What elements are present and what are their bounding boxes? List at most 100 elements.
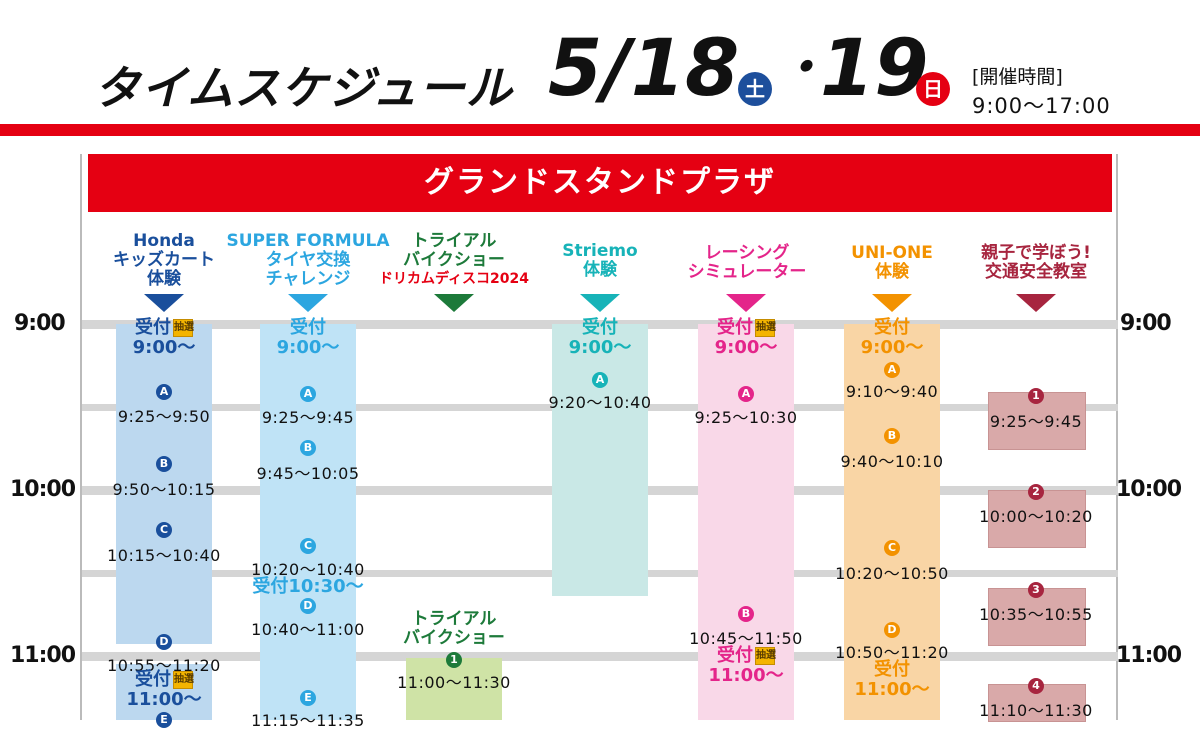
trial-session-bar [406, 658, 502, 720]
session-mark: B [300, 440, 316, 456]
honda-reception-2: 受付 抽選 11:00～ [104, 670, 224, 710]
trial-down-arrow-icon [434, 294, 474, 312]
honda-session-bar-2 [116, 664, 212, 720]
sf-reception: 受付 9:00～ [248, 318, 368, 358]
sf-header: SUPER FORMULA タイヤ交換 チャレンジ [218, 232, 398, 289]
striemo-title-2: 体験 [583, 260, 617, 280]
right-rule [1116, 154, 1118, 720]
session-mark: A [300, 386, 316, 402]
session-time: 9:50～10:15 [112, 480, 216, 499]
lottery-icon: 抽選 [173, 319, 194, 337]
unione-title-2: 体験 [875, 262, 909, 282]
session-mark: D [156, 634, 172, 650]
sunday-badge: 日 [916, 72, 950, 106]
trial-event-title-2: バイクショー [403, 628, 505, 648]
session-time: 9:25～10:30 [694, 408, 798, 427]
session-mark: B [156, 456, 172, 472]
session-mark: 3 [1028, 582, 1044, 598]
session-time: 10:45～11:50 [689, 629, 803, 648]
session-mark: 1 [1028, 388, 1044, 404]
session-time: 10:20～10:40 [251, 560, 365, 579]
honda-header: Honda キッズカート 体験 [94, 232, 234, 289]
session-mark: C [156, 522, 172, 538]
session-mark: 1 [446, 652, 462, 668]
honda-title-3: 体験 [147, 269, 181, 289]
trial-title-2: バイクショー [403, 250, 505, 270]
unione-reception-time: 9:00～ [860, 337, 924, 358]
session-time: 9:25～9:45 [989, 412, 1083, 431]
session-time: 10:35～10:55 [979, 605, 1093, 624]
honda-reception2-label: 受付 [135, 669, 171, 690]
sf-reception-time: 9:00～ [276, 337, 340, 358]
striemo-header: Striemo 体験 [530, 242, 670, 280]
session-time: 9:45～10:05 [256, 464, 360, 483]
sf-title-3: チャレンジ [265, 269, 351, 289]
page-title: タイムスケジュール [94, 61, 513, 115]
trial-event-title: トライアル バイクショー [384, 610, 524, 648]
time-label-900-left: 9:00 [14, 311, 66, 336]
session-time: 10:20～10:50 [835, 564, 949, 583]
striemo-down-arrow-icon [580, 294, 620, 312]
time-label-1000-right: 10:00 [1116, 477, 1182, 502]
striemo-reception-label: 受付 [582, 317, 618, 338]
session-mark: D [300, 598, 316, 614]
lottery-icon: 抽選 [173, 671, 194, 689]
time-label-1100-left: 11:00 [10, 643, 76, 668]
striemo-session-bar [552, 324, 648, 596]
unione-title-1: UNI-ONE [851, 243, 933, 263]
session-time: 10:50～11:20 [835, 643, 949, 662]
date-first: 5/18 [548, 24, 740, 114]
session-mark: C [300, 538, 316, 554]
honda-reception-time: 9:00～ [132, 337, 196, 358]
lottery-icon: 抽選 [755, 647, 776, 665]
safety-header: 親子で学ぼう! 交通安全教室 [964, 244, 1108, 282]
session-mark: A [156, 384, 172, 400]
unione-reception-label: 受付 [874, 317, 910, 338]
session-mark: D [884, 622, 900, 638]
honda-session-bar [116, 324, 212, 644]
racing-reception-time: 9:00～ [714, 337, 778, 358]
date-separator: ・ [778, 40, 827, 96]
session-mark: A [592, 372, 608, 388]
sf-reception-label: 受付 [290, 317, 326, 338]
racing-reception2-time: 11:00～ [708, 665, 784, 686]
unione-reception2-label: 受付 [874, 659, 910, 680]
gridline-1100 [82, 652, 1118, 661]
session-mark: A [738, 386, 754, 402]
racing-title-2: シミュレーター [687, 262, 807, 282]
session-mark: 2 [1028, 484, 1044, 500]
trial-event-title-1: トライアル [411, 609, 497, 629]
honda-reception: 受付 抽選 9:00～ [104, 318, 224, 358]
racing-reception-2: 受付 抽選 11:00～ [686, 646, 806, 686]
left-rule [80, 154, 82, 720]
racing-header: レーシング シミュレーター [672, 244, 822, 282]
session-time: 9:10～9:40 [845, 382, 939, 401]
racing-reception-label: 受付 [717, 317, 753, 338]
session-time: 9:25～9:50 [117, 407, 211, 426]
time-label-1000-left: 10:00 [10, 477, 76, 502]
session-mark: 4 [1028, 678, 1044, 694]
time-label-1100-right: 11:00 [1116, 643, 1182, 668]
trial-header: トライアル バイクショー ドリカムディスコ2024 [368, 232, 540, 289]
sf-title-1: SUPER FORMULA [226, 231, 390, 251]
session-time: 10:40～11:00 [251, 620, 365, 639]
honda-title-2: キッズカート [113, 250, 215, 270]
safety-title-2: 交通安全教室 [985, 262, 1087, 282]
racing-reception2-label: 受付 [717, 645, 753, 666]
session-time: 11:10～11:30 [979, 701, 1093, 720]
session-time: 10:15～10:40 [107, 546, 221, 565]
sf-title-2: タイヤ交換 [265, 250, 351, 270]
unione-session-bar [844, 324, 940, 720]
session-mark: C [884, 540, 900, 556]
lottery-icon: 抽選 [755, 319, 776, 337]
racing-down-arrow-icon [726, 294, 766, 312]
striemo-reception: 受付 9:00～ [540, 318, 660, 358]
header-divider [0, 124, 1200, 136]
striemo-reception-time: 9:00～ [568, 337, 632, 358]
session-time: 9:20～10:40 [548, 393, 652, 412]
venue-banner: グランドスタンドプラザ [88, 154, 1112, 212]
trial-title-1: トライアル [411, 231, 497, 251]
safety-down-arrow-icon [1016, 294, 1056, 312]
session-mark: B [884, 428, 900, 444]
session-mark: E [156, 712, 172, 728]
